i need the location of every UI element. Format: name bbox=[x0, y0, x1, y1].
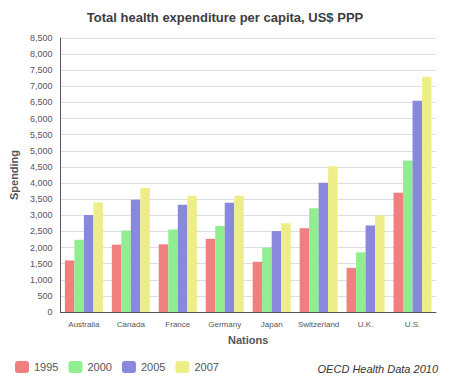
svg-text:2,500: 2,500 bbox=[30, 226, 53, 236]
svg-text:4,500: 4,500 bbox=[30, 162, 53, 172]
svg-text:3,000: 3,000 bbox=[30, 210, 53, 220]
svg-text:2,000: 2,000 bbox=[30, 243, 53, 253]
svg-text:Japan: Japan bbox=[261, 320, 283, 329]
svg-text:2000: 2000 bbox=[87, 361, 111, 373]
svg-text:7,000: 7,000 bbox=[30, 81, 53, 91]
svg-text:7,500: 7,500 bbox=[30, 65, 53, 75]
svg-text:Spending: Spending bbox=[8, 150, 20, 200]
svg-text:8,000: 8,000 bbox=[30, 49, 53, 59]
svg-text:U.K.: U.K. bbox=[358, 320, 374, 329]
svg-text:5,500: 5,500 bbox=[30, 130, 53, 140]
svg-text:Nations: Nations bbox=[228, 334, 268, 346]
svg-text:Switzerland: Switzerland bbox=[298, 320, 339, 329]
svg-text:U.S.: U.S. bbox=[405, 320, 421, 329]
svg-text:1,500: 1,500 bbox=[30, 259, 53, 269]
svg-text:4,000: 4,000 bbox=[30, 178, 53, 188]
svg-text:Germany: Germany bbox=[208, 320, 241, 329]
svg-text:6,500: 6,500 bbox=[30, 97, 53, 107]
svg-text:Canada: Canada bbox=[117, 320, 146, 329]
svg-text:2005: 2005 bbox=[141, 361, 165, 373]
svg-text:500: 500 bbox=[37, 291, 52, 301]
svg-text:Australia: Australia bbox=[68, 320, 100, 329]
svg-text:8,500: 8,500 bbox=[30, 33, 53, 43]
svg-text:2007: 2007 bbox=[194, 361, 218, 373]
svg-text:0: 0 bbox=[47, 307, 52, 317]
svg-text:6,000: 6,000 bbox=[30, 114, 53, 124]
svg-text:1995: 1995 bbox=[34, 361, 58, 373]
svg-text:France: France bbox=[165, 320, 190, 329]
svg-text:3,500: 3,500 bbox=[30, 194, 53, 204]
svg-text:1,000: 1,000 bbox=[30, 275, 53, 285]
svg-text:5,000: 5,000 bbox=[30, 146, 53, 156]
svg-text:Total health expenditure per c: Total health expenditure per capita, US$… bbox=[87, 10, 364, 25]
svg-text:OECD Health Data 2010: OECD Health Data 2010 bbox=[318, 363, 439, 375]
